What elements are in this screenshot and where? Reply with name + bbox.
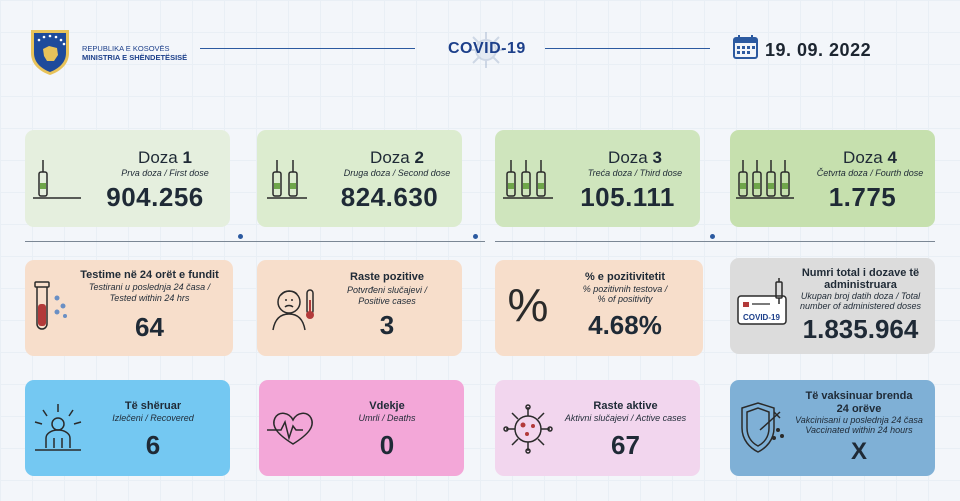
coat-of-arms-logo <box>31 30 69 75</box>
vial-4-icon <box>736 160 794 199</box>
tests-value: 64 <box>135 312 164 342</box>
virus-icon <box>468 32 504 68</box>
page-title: COVID-19 <box>448 40 526 57</box>
positive-subtitle-2: Positive cases <box>358 296 416 306</box>
total-subtitle-1: Ukupan broj datih doza / Total <box>800 291 921 301</box>
dose-4-card: Doza 4 Četvrta doza / Fourth dose 1.775 <box>730 130 935 227</box>
total-title-2: administruara <box>824 279 897 291</box>
dose-1-title: Doza 1 <box>110 148 220 168</box>
dose-1-card: Doza 1 Prva doza / First dose 904.256 <box>25 130 230 227</box>
virus-cell-icon <box>503 404 553 454</box>
separator-left <box>25 241 485 242</box>
recovered-title: Të shëruar <box>124 400 182 412</box>
recovered-value: 6 <box>145 430 161 460</box>
vaccinated-24h-value: X <box>850 438 867 465</box>
dose-2-value: 824.630 <box>340 182 439 212</box>
dose-2-number: 2 <box>414 148 424 167</box>
org-line-2: MINISTRIA E SHËNDETËSISË <box>82 53 188 62</box>
positive-title: Raste pozitive <box>350 271 424 283</box>
tests-subtitle-1: Testirani u poslednja 24 časa / <box>88 282 211 292</box>
vial-2-icon <box>267 160 307 199</box>
total-doses-card: COVID-19 Numri total i dozave të adminis… <box>730 258 935 354</box>
positivity-title: % e pozitivitetit <box>584 271 666 283</box>
tests-title: Testime në 24 orët e fundit <box>80 269 219 281</box>
deaths-card: Vdekje Umrli / Deaths 0 <box>259 380 464 476</box>
active-card: Raste aktive Aktivni slučajevi / Active … <box>495 380 700 476</box>
total-title-1: Numri total i dozave të <box>801 267 920 279</box>
vial-1-icon <box>33 160 81 199</box>
positive-value: 3 <box>379 310 395 340</box>
organization-name: REPUBLIKA E KOSOVËS MINISTRIA E SHËNDETË… <box>82 44 187 62</box>
heart-pulse-icon <box>267 412 313 445</box>
org-line-1: REPUBLIKA E KOSOVËS <box>82 44 170 53</box>
tests-subtitle-2: Tested within 24 hrs <box>109 293 190 303</box>
header-divider-right <box>545 48 710 49</box>
dose-4-number: 4 <box>887 148 897 167</box>
recovered-person-icon <box>34 404 82 451</box>
vaccinated-24h-title-1: Të vaksinuar brenda <box>805 390 913 402</box>
separator-dot <box>238 234 243 239</box>
vaccinated-24h-subtitle-2: Vaccinated within 24 hours <box>805 425 913 435</box>
positivity-card: % % e pozitivitetit % pozitivnih testova… <box>495 260 703 356</box>
sick-person-icon <box>272 289 314 331</box>
dose-2-subtitle: Druga doza / Second dose <box>343 168 451 178</box>
dose-4-label: Doza <box>843 148 883 167</box>
total-subtitle-2: number of administered doses <box>799 301 922 311</box>
positivity-subtitle-1: % pozitivnih testova / <box>582 284 668 294</box>
vaccine-card-text: COVID-19 <box>743 313 780 322</box>
separator-dot <box>473 234 478 239</box>
total-value: 1.835.964 <box>802 314 919 344</box>
active-subtitle: Aktivni slučajevi / Active cases <box>564 413 687 423</box>
positivity-subtitle-2: % of positivity <box>597 294 653 304</box>
dose-2-title: Doza 2 <box>342 148 452 168</box>
vaccinated-24h-subtitle-1: Vakcinisani u poslednja 24 časa <box>795 415 923 425</box>
dose-4-subtitle: Četvrta doza / Fourth dose <box>816 168 924 178</box>
separator-right <box>495 241 935 242</box>
dose-4-title: Doza 4 <box>815 148 925 168</box>
recovered-subtitle: Izlečeni / Recovered <box>112 413 194 423</box>
deaths-subtitle: Umrli / Deaths <box>358 413 416 423</box>
positive-subtitle-1: Potvrđeni slučajevi / <box>346 285 428 295</box>
vaccinated-24h-title-2: 24 orëve <box>836 403 882 415</box>
active-value: 67 <box>611 430 640 460</box>
percent-icon: % <box>507 279 549 331</box>
shield-vaccine-icon <box>741 402 784 453</box>
dose-2-label: Doza <box>370 148 410 167</box>
dose-4-value: 1.775 <box>828 182 897 212</box>
dose-3-value: 105.111 <box>580 182 675 212</box>
report-date: 19. 09. 2022 <box>765 40 872 60</box>
dose-1-label: Doza <box>138 148 178 167</box>
positive-card: Raste pozitive Potvrđeni slučajevi / Pos… <box>257 260 462 356</box>
dose-1-value: 904.256 <box>106 182 204 212</box>
vial-3-icon <box>503 160 553 199</box>
active-title: Raste aktive <box>593 400 658 412</box>
dose-3-number: 3 <box>652 148 662 167</box>
separator-dot <box>710 234 715 239</box>
deaths-value: 0 <box>379 430 395 460</box>
recovered-card: Të shëruar Izlečeni / Recovered 6 <box>25 380 230 476</box>
calendar-icon <box>733 35 758 59</box>
deaths-title: Vdekje <box>369 400 405 412</box>
dose-3-card: Doza 3 Treća doza / Third dose 105.111 <box>495 130 700 227</box>
tests-card: Testime në 24 orët e fundit Testirani u … <box>25 260 233 356</box>
dose-2-card: Doza 2 Druga doza / Second dose 824.630 <box>257 130 462 227</box>
dose-1-number: 1 <box>182 148 192 167</box>
vaccinated-24h-card: Të vaksinuar brenda 24 orëve Vakcinisani… <box>730 380 935 476</box>
dose-3-label: Doza <box>608 148 648 167</box>
vaccine-card-icon: COVID-19 <box>737 278 787 325</box>
dose-3-subtitle: Treća doza / Third dose <box>587 168 683 178</box>
test-tube-icon <box>34 281 67 330</box>
dose-1-subtitle: Prva doza / First dose <box>121 168 209 178</box>
positivity-value: 4.68% <box>588 310 662 340</box>
dose-3-title: Doza 3 <box>580 148 690 168</box>
header-divider-left <box>200 48 415 49</box>
